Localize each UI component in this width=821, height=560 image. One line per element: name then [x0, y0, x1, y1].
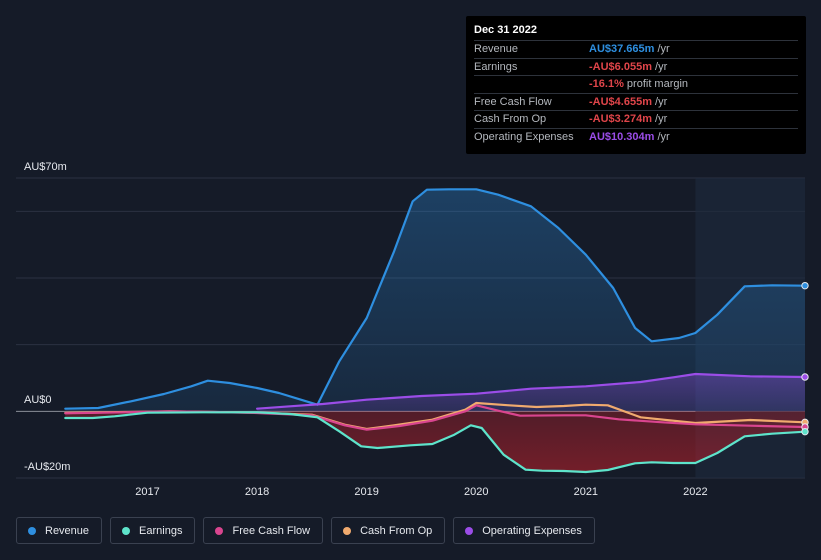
area-fills — [65, 189, 806, 472]
tooltip-date: Dec 31 2022 — [474, 24, 537, 36]
tooltip-row-label: Cash From Op — [474, 113, 547, 125]
tooltip-row-label: Earnings — [474, 60, 518, 73]
tooltip-row-value: -AU$6.055m /yr — [589, 60, 668, 73]
legend-item-free-cash-flow[interactable]: Free Cash Flow — [203, 517, 324, 544]
legend-label: Cash From Op — [360, 524, 433, 537]
legend: Revenue Earnings Free Cash Flow Cash From O… — [16, 517, 595, 544]
tooltip-row: -16.1% profit margin — [474, 75, 798, 93]
operating-expenses-area — [257, 374, 806, 412]
tooltip-row-value: AU$37.665m /yr — [589, 43, 670, 55]
legend-label: Operating Expenses — [482, 524, 582, 537]
series-lines — [64, 188, 807, 474]
x-tick-label: 2021 — [574, 486, 598, 498]
x-tick-label: 2022 — [683, 486, 707, 498]
tooltip-rows: Revenue AU$37.665m /yr Earnings -AU$6.055m … — [474, 40, 798, 145]
earnings-end-point — [801, 427, 809, 436]
earnings-line — [64, 411, 807, 474]
tooltip-row-label — [474, 76, 589, 93]
tooltip-row-value: -AU$4.655m /yr — [589, 95, 668, 108]
y-tick-label: -AU$20m — [24, 461, 70, 473]
tooltip-row-label: Operating Expenses — [474, 130, 574, 143]
tooltip-row: Operating Expenses AU$10.304m /yr — [474, 127, 798, 146]
legend-dot-icon — [465, 526, 474, 535]
y-tick-label: AU$0 — [24, 394, 52, 406]
legend-label: Free Cash Flow — [232, 524, 311, 537]
legend-label: Earnings — [139, 524, 183, 537]
revenue-area — [65, 189, 806, 412]
legend-dot-icon — [28, 526, 36, 535]
tooltip-row: Revenue AU$37.665m /yr — [474, 40, 798, 58]
end-markers — [801, 281, 809, 436]
tooltip-row-label: Free Cash Flow — [474, 95, 552, 108]
x-tick-label: 2020 — [464, 486, 488, 498]
y-axis-labels: AU$70m AU$0 -AU$20m — [24, 161, 70, 473]
tooltip-row-value: AU$10.304m /yr — [589, 130, 670, 143]
tooltip: Dec 31 2022 Revenue AU$37.665m /yr Earning… — [466, 16, 806, 154]
tooltip-row-label: Revenue — [474, 43, 519, 55]
legend-dot-icon — [215, 526, 224, 535]
legend-item-operating-expenses[interactable]: Operating Expenses — [453, 517, 595, 544]
tooltip-row: Free Cash Flow -AU$4.655m /yr — [474, 92, 798, 111]
operating-expenses-line — [256, 372, 807, 410]
tooltip-row: Cash From Op -AU$3.274m /yr — [474, 110, 798, 128]
tooltip-row: Earnings -AU$6.055m /yr — [474, 57, 798, 76]
revenue-end-point — [801, 281, 809, 290]
revenue-line — [64, 188, 807, 410]
legend-label: Revenue — [45, 524, 90, 537]
x-tick-label: 2019 — [354, 486, 378, 498]
y-tick-label: AU$70m — [24, 161, 67, 173]
legend-item-revenue[interactable]: Revenue — [16, 517, 103, 544]
x-tick-label: 2017 — [135, 486, 159, 498]
x-tick-label: 2018 — [245, 486, 269, 498]
tooltip-row-value: -16.1% profit margin — [589, 78, 689, 90]
legend-item-cash-from-op[interactable]: Cash From Op — [331, 517, 446, 544]
legend-dot-icon — [343, 526, 352, 535]
legend-dot-icon — [122, 526, 131, 535]
tooltip-row-value: -AU$3.274m /yr — [589, 113, 668, 125]
operating-expenses-end-point — [801, 373, 809, 381]
x-axis-labels: 2017 2018 2019 2020 2021 2022 — [135, 486, 707, 498]
legend-item-earnings[interactable]: Earnings — [110, 517, 196, 544]
